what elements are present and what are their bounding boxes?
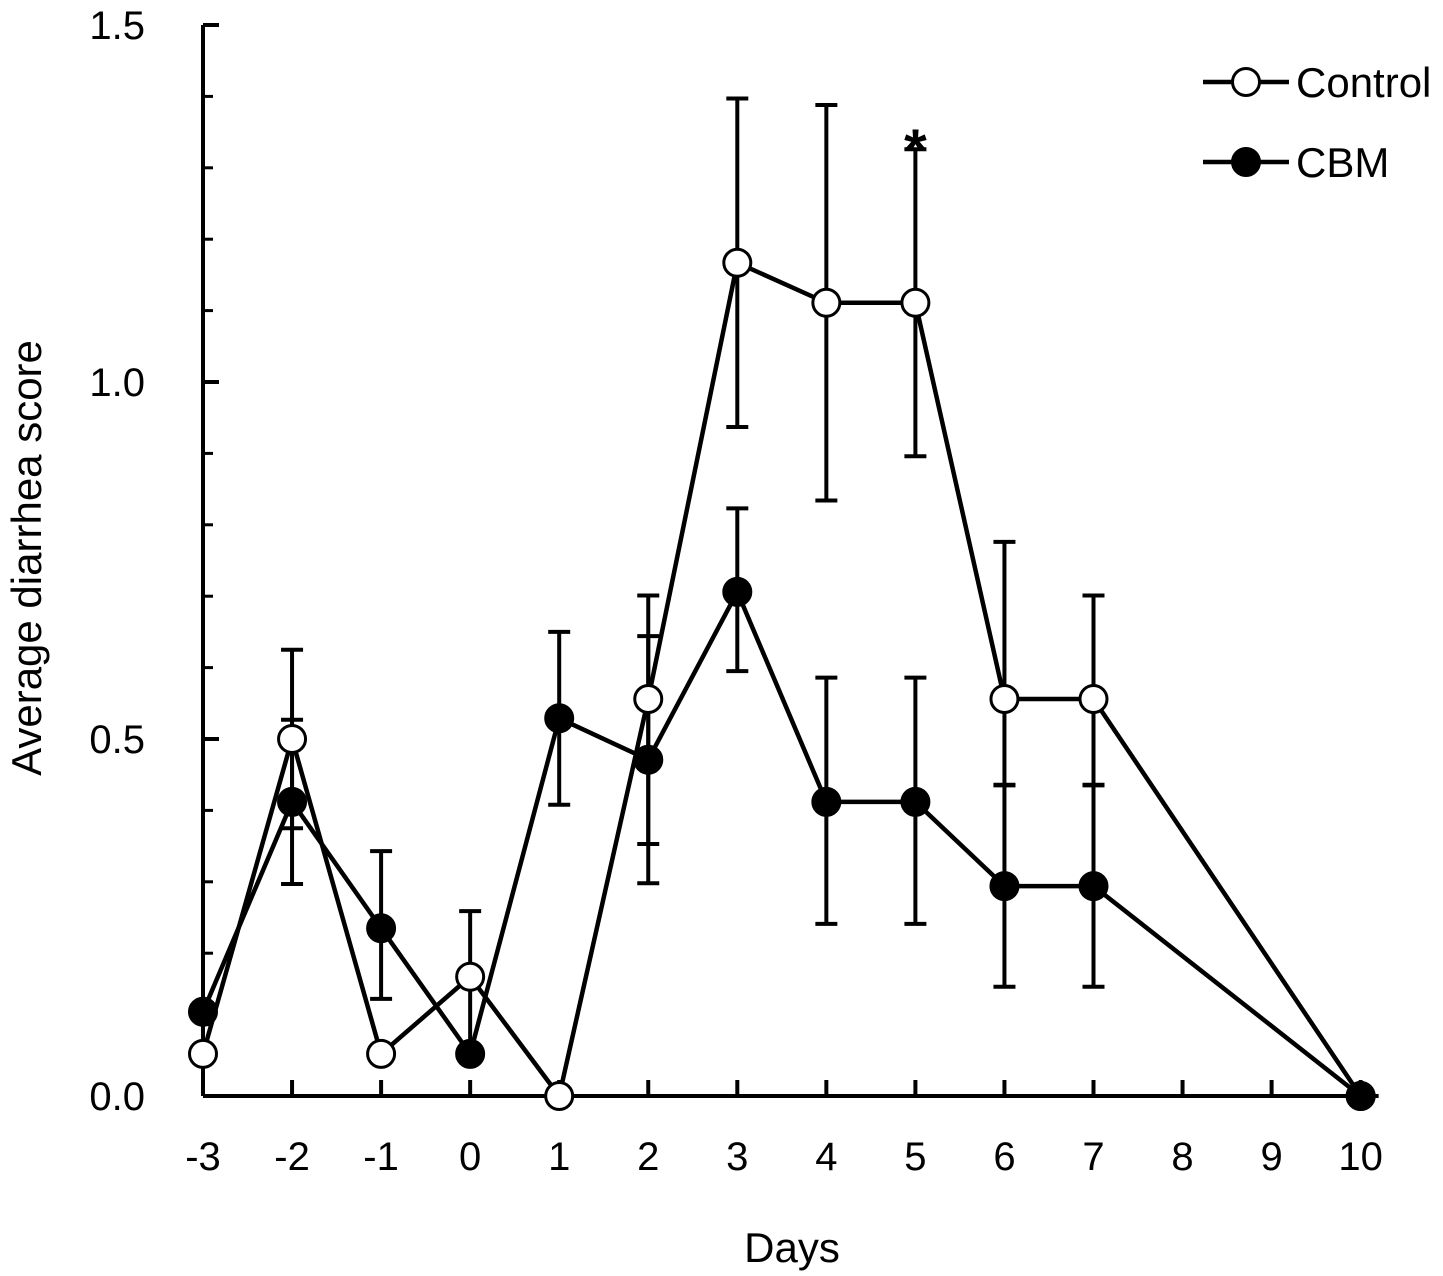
data-point-cbm bbox=[900, 786, 931, 817]
data-point-control bbox=[811, 287, 842, 318]
data-point-cbm bbox=[366, 913, 397, 944]
data-point-cbm bbox=[633, 744, 664, 775]
x-tick-label: 10 bbox=[1338, 1135, 1383, 1179]
y-tick-label: 0.5 bbox=[89, 718, 145, 762]
series-layer bbox=[188, 96, 1376, 1111]
data-point-control bbox=[900, 287, 931, 318]
legend-label-cbm: CBM bbox=[1296, 139, 1389, 186]
data-point-control bbox=[633, 684, 664, 715]
x-tick-label: -2 bbox=[274, 1135, 310, 1179]
data-point-cbm bbox=[544, 703, 575, 734]
data-point-cbm bbox=[722, 576, 753, 607]
x-tick-label: 4 bbox=[815, 1135, 837, 1179]
x-tick-label: -3 bbox=[185, 1135, 221, 1179]
data-point-cbm bbox=[277, 786, 308, 817]
data-point-control bbox=[544, 1081, 575, 1111]
x-tick-label: 1 bbox=[548, 1135, 570, 1179]
data-point-cbm bbox=[811, 786, 842, 817]
significance-asterisk: * bbox=[904, 118, 927, 183]
data-point-cbm bbox=[1078, 871, 1109, 902]
series-line-control bbox=[200, 260, 1363, 1099]
y-tick-label: 1.0 bbox=[89, 361, 145, 405]
legend-marker-control bbox=[1231, 67, 1261, 97]
x-tick-label: 9 bbox=[1260, 1135, 1282, 1179]
data-point-control bbox=[277, 724, 308, 754]
legend-label-control: Control bbox=[1296, 59, 1431, 106]
data-point-cbm bbox=[989, 871, 1020, 902]
axis-ticks: 0.0 0.5 1.0 1.5 -3 -2 -1 0 1 2 3 4 5 6 7 8 9 10 bbox=[89, 4, 1383, 1179]
data-point-cbm bbox=[1345, 1081, 1376, 1111]
series-line-cbm bbox=[200, 589, 1363, 1098]
x-tick-label: 8 bbox=[1171, 1135, 1193, 1179]
x-tick-label: 3 bbox=[726, 1135, 748, 1179]
y-tick-label: 1.5 bbox=[89, 4, 145, 48]
x-tick-label: 0 bbox=[459, 1135, 481, 1179]
x-tick-label: -1 bbox=[363, 1135, 399, 1179]
data-point-cbm bbox=[188, 996, 218, 1027]
data-point-control bbox=[1078, 684, 1109, 715]
y-axis-title: Average diarrhea score bbox=[3, 340, 50, 776]
data-point-control bbox=[722, 247, 753, 278]
data-point-control bbox=[188, 1038, 218, 1069]
data-point-control bbox=[455, 961, 486, 992]
data-point-control bbox=[366, 1038, 397, 1069]
legend: Control CBM bbox=[1203, 59, 1431, 186]
x-axis-title: Days bbox=[744, 1224, 840, 1271]
data-point-control bbox=[989, 684, 1020, 715]
x-tick-label: 5 bbox=[904, 1135, 926, 1179]
legend-marker-cbm bbox=[1231, 147, 1261, 177]
x-tick-label: 2 bbox=[637, 1135, 659, 1179]
x-tick-label: 6 bbox=[993, 1135, 1015, 1179]
data-point-cbm bbox=[455, 1038, 486, 1069]
y-tick-label: 0.0 bbox=[89, 1075, 145, 1119]
x-tick-label: 7 bbox=[1082, 1135, 1104, 1179]
